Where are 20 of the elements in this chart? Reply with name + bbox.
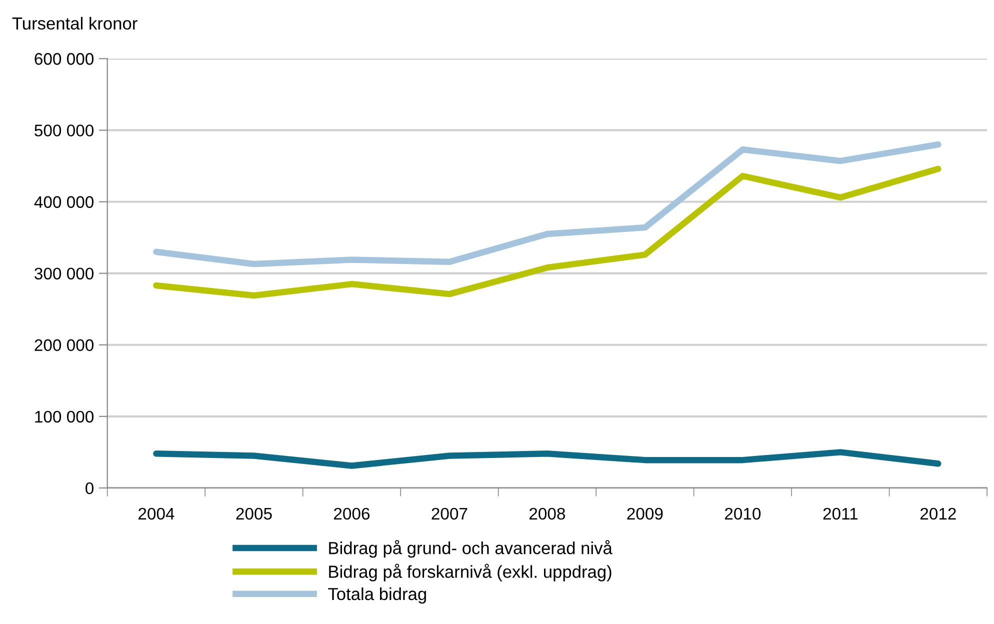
- legend-label: Bidrag på grund- och avancerad nivå: [329, 540, 612, 558]
- y-tick-label: 0: [86, 482, 94, 494]
- x-tick-label: 2009: [627, 508, 663, 520]
- y-tick-label: 300 000: [34, 268, 94, 280]
- x-tick-label: 2012: [920, 508, 956, 520]
- x-tick-label: 2011: [823, 508, 858, 520]
- x-tick-label: 2005: [236, 508, 272, 520]
- y-tick-label: 600 000: [34, 53, 94, 65]
- x-tick-label: 2004: [138, 508, 174, 520]
- y-axis-title: Tursental kronor: [12, 16, 138, 30]
- legend-label: Totala bidrag: [328, 587, 426, 604]
- x-tick-label: 2010: [724, 508, 761, 520]
- x-tick-label: 2008: [530, 508, 566, 520]
- y-tick-label: 500 000: [34, 124, 94, 136]
- y-tick-label: 200 000: [34, 339, 94, 352]
- x-tick-label: 2006: [334, 508, 370, 520]
- y-tick-label: 400 000: [34, 196, 94, 208]
- y-tick-label: 100 000: [35, 410, 94, 423]
- x-tick-label: 2007: [432, 508, 468, 520]
- legend-label: Bidrag på forskarnivå (exkl. uppdrag): [329, 564, 612, 582]
